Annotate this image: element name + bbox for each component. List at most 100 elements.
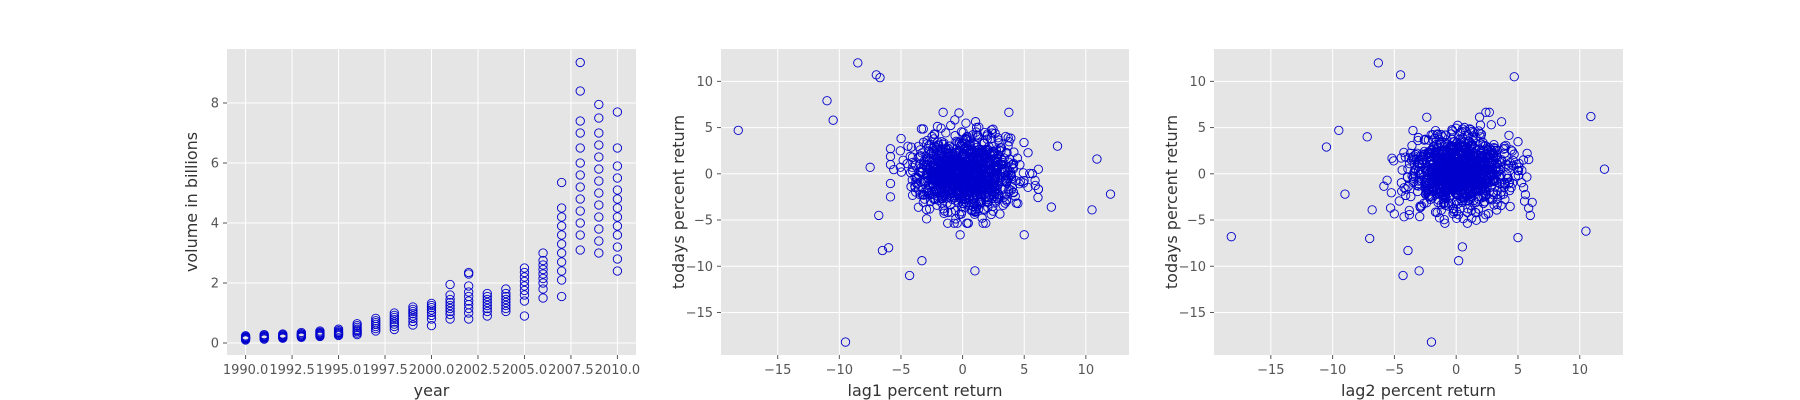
data-point <box>315 326 325 336</box>
data-point <box>1448 204 1458 214</box>
data-point <box>968 177 978 187</box>
data-point <box>519 272 530 282</box>
data-point <box>1394 196 1404 206</box>
data-point <box>983 197 993 207</box>
data-point <box>952 218 962 228</box>
data-point <box>898 155 908 165</box>
data-point <box>538 293 548 303</box>
data-point <box>1470 185 1480 195</box>
x-axis-label: lag2 percent return <box>1341 381 1496 400</box>
data-point <box>906 142 916 152</box>
data-point <box>952 169 962 180</box>
data-point <box>939 170 949 180</box>
data-point <box>556 257 567 267</box>
data-point <box>991 157 1001 167</box>
data-point <box>1439 153 1450 164</box>
data-point <box>538 260 548 270</box>
data-point <box>1472 156 1482 166</box>
data-point <box>991 193 1002 203</box>
data-point <box>944 151 955 162</box>
data-point <box>1379 181 1389 191</box>
data-point <box>1432 172 1442 182</box>
data-point <box>968 191 978 201</box>
data-point <box>885 178 896 189</box>
data-point <box>556 266 567 276</box>
data-point <box>594 176 604 186</box>
data-point <box>612 173 623 183</box>
data-point <box>389 310 399 321</box>
data-point <box>919 189 929 200</box>
data-point <box>538 264 548 275</box>
data-point <box>1399 183 1409 193</box>
data-point <box>962 218 972 228</box>
data-point <box>1425 155 1435 165</box>
data-point <box>1458 213 1468 224</box>
data-point <box>983 202 993 213</box>
data-point <box>943 207 953 218</box>
data-point <box>1525 210 1535 221</box>
data-point <box>924 204 935 214</box>
x-axis-label: year <box>414 381 450 400</box>
data-point <box>1415 167 1425 178</box>
data-point <box>575 158 585 168</box>
data-point <box>928 193 938 203</box>
data-point <box>1441 165 1451 176</box>
data-point <box>993 135 1003 145</box>
y-tick-label: −15 <box>1179 306 1206 321</box>
data-point <box>519 296 530 306</box>
x-axis-label: lag1 percent return <box>848 381 1003 400</box>
data-point <box>1441 169 1451 179</box>
data-point <box>970 161 980 171</box>
data-point <box>408 320 418 330</box>
data-point <box>853 58 863 68</box>
y-tick-label: −5 <box>1187 214 1206 229</box>
data-point <box>1423 135 1434 145</box>
data-point <box>1415 151 1425 162</box>
data-point <box>538 255 548 266</box>
x-tick-label: 0 <box>958 363 966 378</box>
x-tick-label: 10 <box>1078 363 1095 378</box>
lag2-vs-today-panel: −15 −10 −5 0 5 10 −15 −10 −5 0 5 10 lag2 percent ret… <box>1162 49 1623 400</box>
data-point <box>1004 137 1014 147</box>
data-point <box>970 140 980 150</box>
data-point <box>925 156 935 166</box>
data-point <box>928 143 938 154</box>
data-point <box>1499 178 1509 189</box>
volume-by-year-panel: 1990.0 1992.5 1995.0 1997.5 2000.0 2002.5 2005… <box>182 49 640 400</box>
data-point <box>946 177 957 187</box>
data-point <box>389 324 399 335</box>
data-point <box>980 171 991 181</box>
data-point <box>954 139 965 149</box>
data-point <box>1105 189 1116 199</box>
data-point <box>929 129 939 139</box>
data-point <box>1468 162 1478 173</box>
data-point <box>1478 152 1488 162</box>
data-point <box>975 150 985 161</box>
data-point <box>934 139 944 149</box>
data-point <box>822 96 832 106</box>
data-point <box>877 245 888 256</box>
data-point <box>612 203 623 213</box>
y-tick-label: 10 <box>1189 75 1206 90</box>
data-point <box>1465 187 1475 197</box>
data-point <box>1436 180 1446 190</box>
data-point <box>408 316 418 327</box>
data-point <box>968 155 978 165</box>
x-tick-label: −10 <box>826 363 853 378</box>
data-point <box>1406 191 1416 202</box>
data-point <box>936 123 946 133</box>
data-point <box>1414 266 1424 276</box>
data-point <box>971 203 981 214</box>
data-point <box>1488 156 1498 166</box>
data-point <box>445 290 455 300</box>
data-point <box>1496 169 1506 180</box>
data-point <box>1491 175 1501 186</box>
x-tick-label: 1990.0 <box>223 363 269 378</box>
data-point <box>612 143 623 153</box>
data-point <box>389 308 399 318</box>
data-point <box>1451 141 1462 152</box>
data-point <box>904 270 915 281</box>
data-point <box>969 138 979 149</box>
data-point <box>538 284 548 294</box>
data-point <box>1462 190 1472 200</box>
